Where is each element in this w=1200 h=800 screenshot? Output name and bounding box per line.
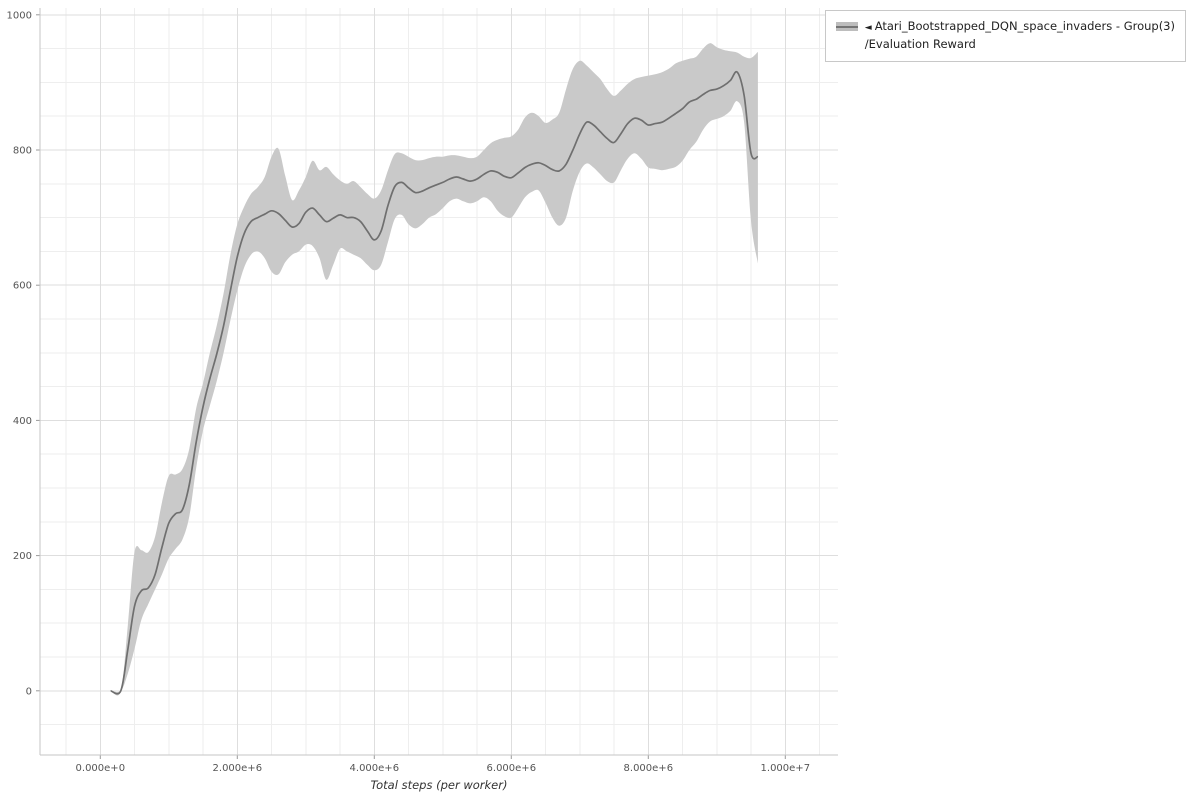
y-tick-label: 0: [26, 686, 32, 697]
x-tick-label: 2.000e+6: [213, 763, 263, 774]
confidence-band: [110, 43, 758, 696]
x-tick-label: 0.000e+0: [76, 763, 126, 774]
legend-entry-line1: ◄ Atari_Bootstrapped_DQN_space_invaders -…: [865, 18, 1175, 36]
y-tick-label: 1000: [7, 10, 32, 21]
legend-series-metric: /Evaluation Reward: [864, 36, 976, 51]
y-tick-label: 400: [13, 416, 32, 427]
x-tick-label: 4.000e+6: [350, 763, 400, 774]
series-line: [110, 70, 759, 695]
x-axis-title: Total steps (per worker): [370, 778, 508, 792]
x-tick-label: 8.000e+6: [624, 763, 674, 774]
legend[interactable]: ◄ Atari_Bootstrapped_DQN_space_invaders -…: [824, 10, 1186, 62]
legend-series-name: Atari_Bootstrapped_DQN_space_invaders - …: [874, 19, 1175, 33]
x-tick-label: 6.000e+6: [487, 763, 537, 774]
y-tick-label: 800: [13, 146, 32, 157]
x-tick-label: 1.000e+7: [761, 763, 811, 774]
y-tick-label: 600: [13, 281, 32, 292]
collapse-triangle-icon[interactable]: ◄: [864, 23, 872, 33]
series-line-swatch-icon: [835, 22, 858, 31]
y-tick-label: 200: [13, 551, 32, 562]
series-line-swatch-stroke: [835, 25, 858, 28]
legend-label: ◄ Atari_Bootstrapped_DQN_space_invaders -…: [865, 18, 1175, 54]
